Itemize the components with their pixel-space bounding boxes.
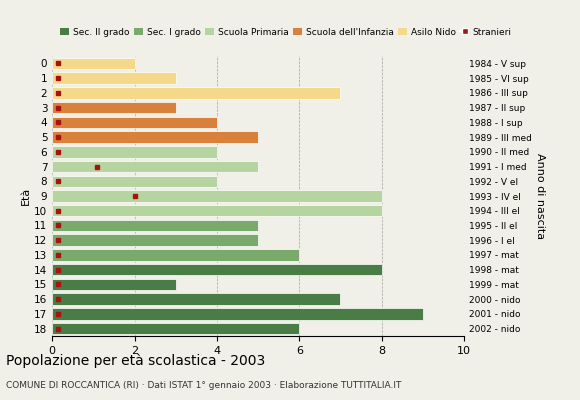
Bar — [52, 58, 135, 69]
Bar — [52, 72, 176, 84]
Text: COMUNE DI ROCCANTICA (RI) · Dati ISTAT 1° gennaio 2003 · Elaborazione TUTTITALIA: COMUNE DI ROCCANTICA (RI) · Dati ISTAT 1… — [6, 381, 401, 390]
Bar — [52, 146, 217, 158]
Text: Popolazione per età scolastica - 2003: Popolazione per età scolastica - 2003 — [6, 354, 265, 368]
Bar — [52, 190, 382, 202]
Bar — [52, 102, 176, 113]
Bar — [52, 249, 299, 261]
Legend: Sec. II grado, Sec. I grado, Scuola Primaria, Scuola dell'Infanzia, Asilo Nido, : Sec. II grado, Sec. I grado, Scuola Prim… — [57, 24, 516, 40]
Bar — [52, 279, 176, 290]
Bar — [52, 220, 258, 231]
Bar — [52, 234, 258, 246]
Bar — [52, 308, 423, 320]
Bar — [52, 294, 340, 305]
Bar — [52, 161, 258, 172]
Y-axis label: Anno di nascita: Anno di nascita — [535, 153, 545, 239]
Bar — [52, 264, 382, 276]
Y-axis label: Età: Età — [21, 187, 31, 205]
Bar — [52, 323, 299, 334]
Bar — [52, 176, 217, 187]
Bar — [52, 87, 340, 98]
Bar — [52, 205, 382, 216]
Bar — [52, 131, 258, 143]
Bar — [52, 116, 217, 128]
